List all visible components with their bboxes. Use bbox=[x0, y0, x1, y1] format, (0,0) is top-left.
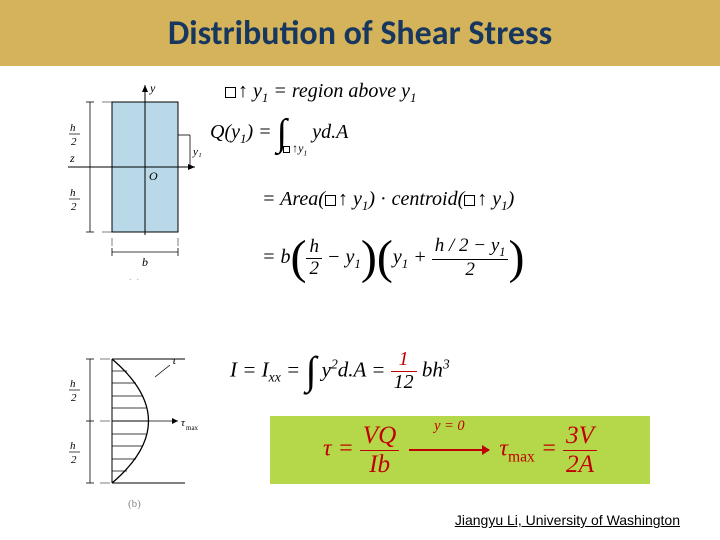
eq-moment-inertia: I = Ixx = ∫ y2d.A = 112 bh3 bbox=[230, 349, 450, 394]
svg-text:z: z bbox=[69, 151, 75, 165]
final-result-box: τ = VQIb y = 0 τmax = 3V2A bbox=[270, 416, 650, 484]
svg-text:h: h bbox=[70, 440, 76, 452]
figure-b-parabola: τ τ max h 2 h 2 (b) bbox=[50, 341, 220, 511]
svg-text:y₁: y₁ bbox=[192, 146, 202, 158]
svg-text:y: y bbox=[149, 81, 156, 95]
svg-text:max: max bbox=[186, 424, 199, 432]
svg-text:2: 2 bbox=[71, 136, 77, 148]
eq-Q-integral: Q(y1) = ∫↑y1 yd.A bbox=[210, 118, 348, 158]
eq-Q-expanded: = b(h2 − y1)(y1 + h / 2 − y12) bbox=[262, 236, 524, 281]
svg-text:2: 2 bbox=[71, 392, 77, 404]
eq-tau-final: τ = VQIb y = 0 τmax = 3V2A bbox=[323, 422, 597, 478]
svg-text:(b): (b) bbox=[128, 498, 141, 510]
svg-text:2: 2 bbox=[71, 454, 77, 466]
title-bar: Distribution of Shear Stress bbox=[0, 0, 720, 66]
figure-a-crosssection: z y O y₁ h 2 h 2 b (a) bbox=[50, 80, 210, 280]
footer-attribution: Jiangyu Li, University of Washington bbox=[455, 512, 680, 528]
svg-text:(a): (a) bbox=[128, 277, 141, 280]
slide-title: Distribution of Shear Stress bbox=[168, 13, 552, 54]
svg-text:τ: τ bbox=[172, 353, 177, 367]
content-area: z y O y₁ h 2 h 2 b (a) bbox=[0, 66, 720, 540]
svg-text:h: h bbox=[70, 378, 76, 390]
svg-text:h: h bbox=[70, 122, 76, 134]
eq-Q-area-centroid: = Area(↑ y1) · centroid(↑ y1) bbox=[262, 188, 514, 214]
svg-text:2: 2 bbox=[71, 201, 77, 213]
svg-text:b: b bbox=[142, 255, 148, 269]
eq-region-definition: ↑ y1 = region above y1 bbox=[225, 80, 417, 106]
svg-text:O: O bbox=[149, 169, 158, 183]
svg-text:h: h bbox=[70, 187, 76, 199]
